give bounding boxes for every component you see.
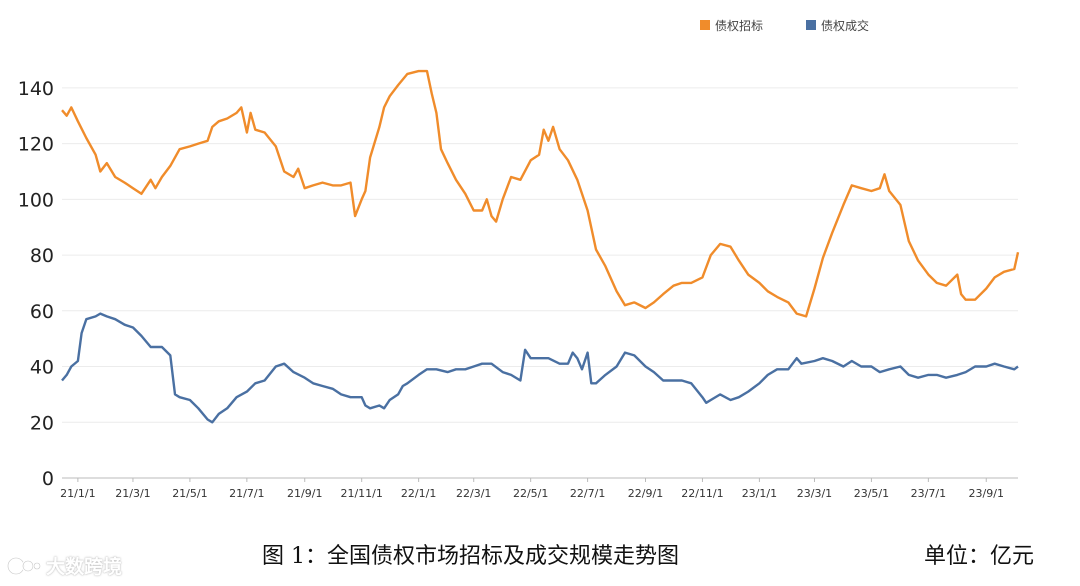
y-tick-label: 80 xyxy=(30,245,54,267)
y-tick-label: 0 xyxy=(42,468,54,490)
x-axis: 21/1/1 21/3/1 21/5/1 21/7/1 21/9/1 21/11/1 22/… xyxy=(60,478,1004,500)
x-tick-label: 22/1/1 xyxy=(401,487,436,500)
x-tick-label: 23/1/1 xyxy=(742,487,777,500)
y-tick-label: 100 xyxy=(18,189,54,211)
legend-label: 债权招标 xyxy=(715,19,763,33)
legend-swatch xyxy=(700,20,710,30)
x-tick-label: 23/9/1 xyxy=(969,487,1004,500)
legend-swatch xyxy=(806,20,816,30)
series-layer xyxy=(61,69,1020,424)
x-tick-label: 23/7/1 xyxy=(911,487,946,500)
x-tick-label: 21/5/1 xyxy=(172,487,207,500)
figure-caption: 图 1：全国债权市场招标及成交规模走势图 xyxy=(262,544,679,569)
legend: 债权招标 债权成交 xyxy=(700,18,869,33)
x-tick-label: 23/5/1 xyxy=(854,487,889,500)
x-tick-label: 22/7/1 xyxy=(570,487,605,500)
unit-label: 单位：亿元 xyxy=(924,544,1035,569)
x-tick-label: 23/3/1 xyxy=(797,487,832,500)
y-axis: 0 20 40 60 80 100 120 140 xyxy=(18,78,54,490)
y-tick-label: 20 xyxy=(30,412,54,434)
y-tick-label: 40 xyxy=(30,357,54,379)
x-tick-label: 22/3/1 xyxy=(456,487,491,500)
x-tick-label: 21/1/1 xyxy=(60,487,95,500)
watermark-text: 大数跨境 xyxy=(46,556,123,578)
x-tick-label: 22/9/1 xyxy=(628,487,663,500)
series-line-bond-transaction xyxy=(61,312,1019,424)
x-tick-label: 21/7/1 xyxy=(229,487,264,500)
x-tick-label: 21/9/1 xyxy=(287,487,322,500)
y-tick-label: 140 xyxy=(18,78,54,100)
legend-label: 债权成交 xyxy=(821,18,869,33)
x-tick-label: 21/3/1 xyxy=(115,487,150,500)
x-tick-label: 21/11/1 xyxy=(340,487,382,500)
y-tick-label: 120 xyxy=(18,134,54,156)
watermark: 大数跨境 xyxy=(6,552,122,579)
watermark-logo-icon xyxy=(6,556,41,575)
x-tick-label: 22/11/1 xyxy=(681,487,723,500)
x-tick-label: 22/5/1 xyxy=(513,487,548,500)
series-line-bond-tender xyxy=(61,69,1020,318)
y-tick-label: 60 xyxy=(30,301,54,323)
